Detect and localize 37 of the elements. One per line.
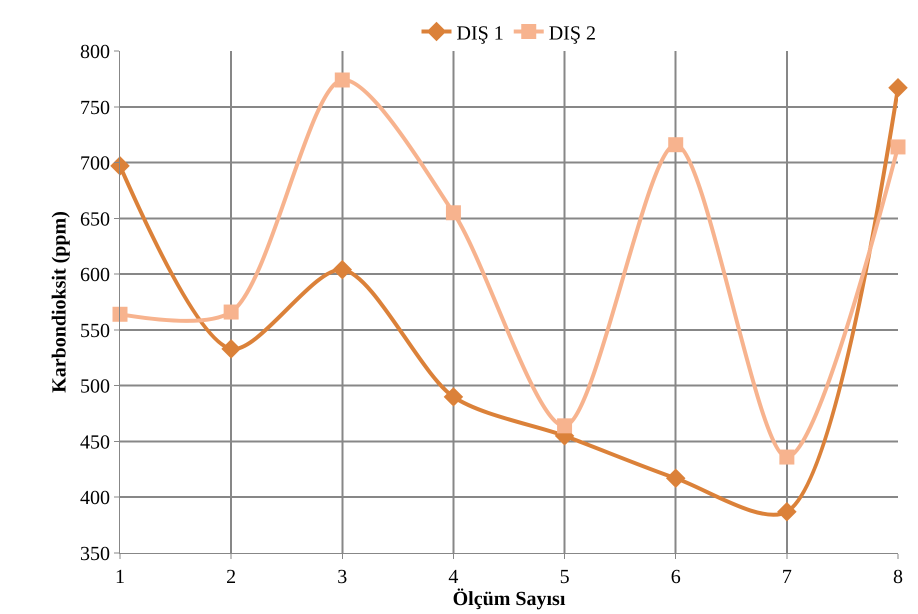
y-tick-label: 350 <box>80 543 110 565</box>
y-tick-label: 800 <box>80 41 110 63</box>
x-tick-label: 7 <box>782 566 792 588</box>
y-tick-label: 500 <box>80 376 110 398</box>
y-axis-title: Karbondioksit (ppm) <box>48 211 70 393</box>
x-axis-title: Ölçüm Sayısı <box>452 588 566 610</box>
point <box>444 387 464 407</box>
point <box>332 260 352 280</box>
y-tick-label: 700 <box>80 152 110 175</box>
point <box>224 304 239 320</box>
y-tick-label: 400 <box>80 487 110 510</box>
point <box>666 468 686 488</box>
point <box>557 418 572 434</box>
point <box>221 339 241 359</box>
point <box>334 72 350 88</box>
point <box>112 306 128 322</box>
x-tick-label: 3 <box>337 566 348 588</box>
point <box>890 139 906 154</box>
point <box>110 156 130 176</box>
y-tick-label: 450 <box>80 431 110 454</box>
y-tick-label: 750 <box>80 96 110 119</box>
legend-label: DIŞ 2 <box>548 22 596 44</box>
x-tick-label: 2 <box>226 566 236 588</box>
point <box>888 78 908 98</box>
point <box>446 205 461 220</box>
point <box>777 502 797 522</box>
x-tick-label: 4 <box>448 566 458 588</box>
point <box>779 450 794 465</box>
point <box>668 137 684 152</box>
legend-label: DIŞ 1 <box>456 22 504 44</box>
y-tick-label: 600 <box>80 264 110 286</box>
y-tick-label: 550 <box>80 320 110 342</box>
x-tick-label: 5 <box>560 566 570 588</box>
x-tick-label: 6 <box>670 566 681 588</box>
x-tick-label: 1 <box>115 566 125 588</box>
y-tick-label: 650 <box>80 208 110 230</box>
x-tick-label: 8 <box>893 566 903 588</box>
